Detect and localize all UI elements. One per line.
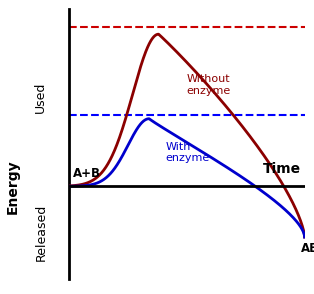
Text: Without
enzyme: Without enzyme bbox=[187, 74, 231, 96]
Text: Released: Released bbox=[34, 204, 47, 261]
Text: AB: AB bbox=[301, 242, 314, 255]
Text: Energy: Energy bbox=[6, 159, 19, 214]
Text: A+B: A+B bbox=[73, 167, 100, 180]
Text: Used: Used bbox=[34, 82, 47, 113]
Text: With
enzyme: With enzyme bbox=[166, 142, 210, 163]
Text: Time: Time bbox=[263, 162, 301, 176]
